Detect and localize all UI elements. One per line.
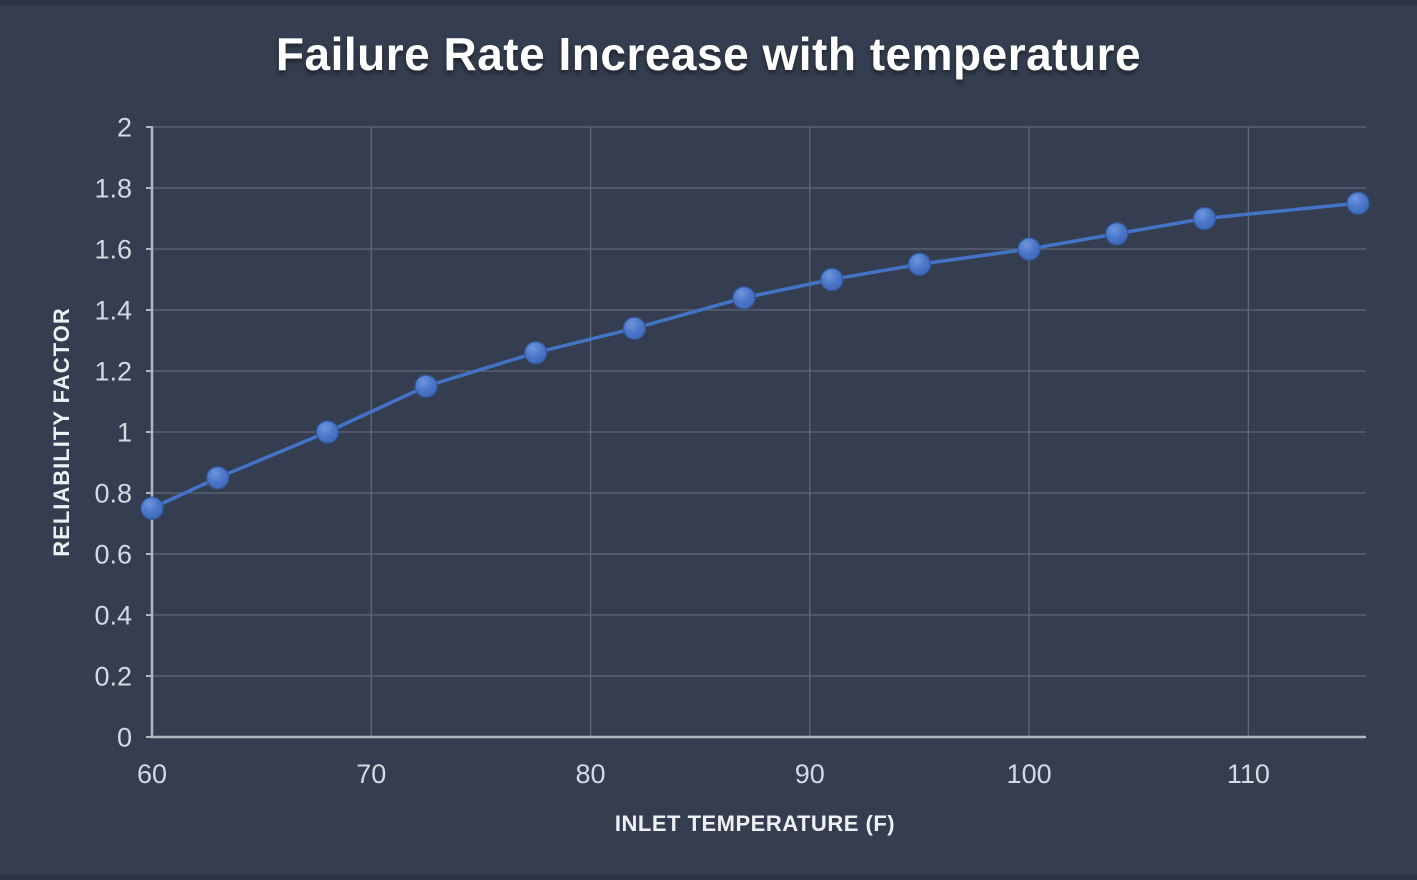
data-point-marker bbox=[414, 374, 438, 398]
chart-title: Failure Rate Increase with temperature bbox=[275, 28, 1142, 80]
data-point-marker bbox=[820, 267, 844, 292]
x-tick-label: 60 bbox=[137, 759, 167, 789]
data-point-marker bbox=[524, 341, 548, 365]
x-tick-label: 90 bbox=[795, 759, 825, 789]
data-point-marker bbox=[1192, 206, 1217, 231]
x-tick-label: 70 bbox=[356, 759, 386, 789]
y-tick-label: 0 bbox=[117, 722, 132, 752]
x-tick-label: 100 bbox=[1007, 759, 1052, 789]
data-point-marker bbox=[315, 420, 340, 444]
y-tick-label: 0.6 bbox=[94, 539, 132, 569]
data-point-marker bbox=[732, 286, 756, 310]
x-axis-title: INLET TEMPERATURE (F) bbox=[614, 811, 896, 836]
y-tick-label: 0.2 bbox=[94, 661, 132, 691]
x-tick-label: 80 bbox=[576, 759, 606, 789]
y-tick-label: 1.6 bbox=[94, 234, 132, 264]
data-point-marker bbox=[1017, 237, 1041, 261]
y-axis-title: RELIABILITY FACTOR bbox=[49, 307, 74, 557]
y-tick-label: 1.8 bbox=[94, 173, 132, 203]
data-point-marker bbox=[1346, 191, 1370, 215]
data-point-marker bbox=[1105, 222, 1129, 246]
y-tick-label: 1.2 bbox=[94, 356, 132, 386]
data-point-marker bbox=[206, 466, 230, 490]
y-tick-label: 1 bbox=[117, 417, 132, 447]
window-bottom-edge bbox=[0, 875, 1417, 880]
y-tick-label: 2 bbox=[117, 112, 132, 142]
y-tick-label: 1.4 bbox=[94, 295, 132, 325]
data-point-marker bbox=[622, 316, 647, 340]
y-tick-label: 0.4 bbox=[94, 600, 132, 630]
data-point-marker bbox=[907, 252, 932, 276]
y-tick-label: 0.8 bbox=[94, 478, 132, 508]
window-top-edge bbox=[0, 0, 1417, 5]
data-point-marker bbox=[140, 496, 164, 520]
x-tick-label: 110 bbox=[1227, 759, 1270, 789]
